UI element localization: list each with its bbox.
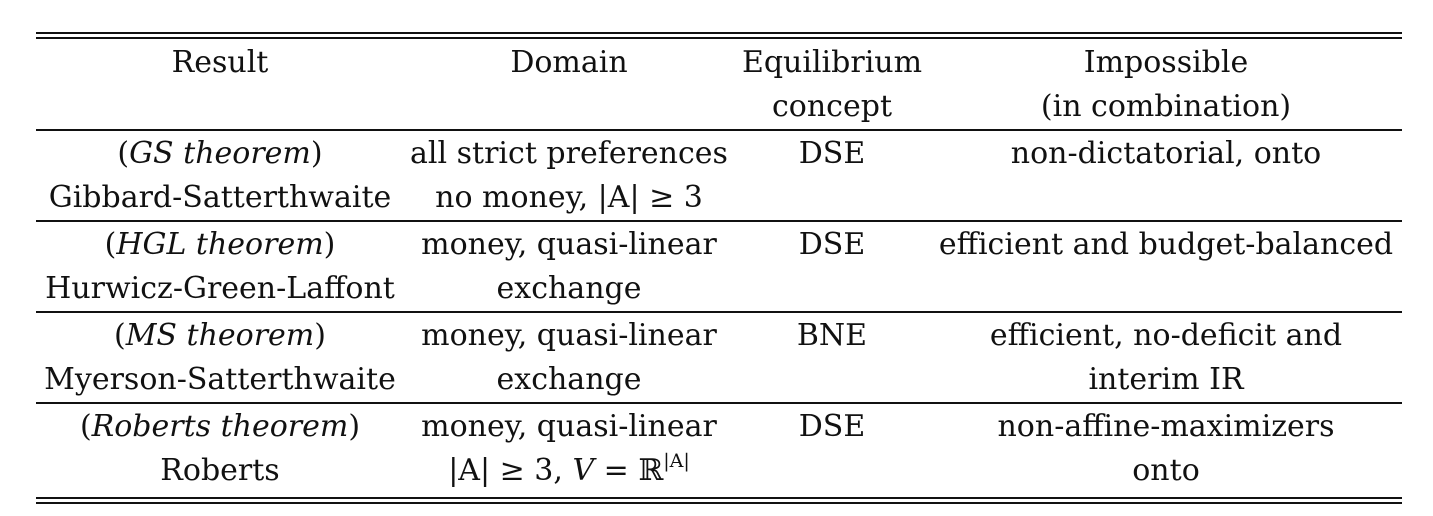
concept-cell: BNE (734, 311, 930, 358)
domain-cell: money, quasi-linear (404, 220, 734, 267)
header-row-1: Result Domain Equilibrium Impossible (36, 39, 1402, 85)
concept-cell-empty (734, 267, 930, 312)
theorem-cell: (MS theorem) (36, 311, 404, 358)
theorem-cell: (HGL theorem) (36, 220, 404, 267)
impossible-cell: efficient, no-deficit and (930, 311, 1402, 358)
table-row-roberts-line1: (Roberts theorem) money, quasi-linear DS… (36, 402, 1402, 449)
impossible-cell: efficient and budget-balanced (930, 220, 1402, 267)
domain-cell: money, quasi-linear (404, 311, 734, 358)
domain-cell-line2: exchange (496, 362, 642, 397)
domain-cell-line2: |A| ≥ 3, V = ℝ|A| (404, 449, 734, 493)
bottom-double-rule (36, 497, 1402, 504)
theorem-label: MS theorem (125, 318, 315, 353)
domain-math-prefix: |A| ≥ 3, (448, 453, 573, 488)
theorem-table-container: Result Domain Equilibrium Impossible con… (36, 32, 1402, 504)
impossible-cell-line2 (930, 176, 1402, 221)
domain-cell: all strict preferences (404, 129, 734, 176)
concept-cell: DSE (734, 129, 930, 176)
impossible-cell-line2: interim IR (1088, 362, 1244, 397)
theorem-label: HGL theorem (116, 227, 324, 262)
header-equilibrium-line2: concept (772, 89, 892, 124)
header-result-empty (36, 85, 404, 130)
table-row-hgl-line1: (HGL theorem) money, quasi-linear DSE ef… (36, 220, 1402, 267)
table-row-gs-line1: (GS theorem) all strict preferences DSE … (36, 129, 1402, 176)
table-row-gs-line2: Gibbard-Satterthwaite no money, |A| ≥ 3 (36, 176, 1402, 221)
header-result: Result (171, 45, 269, 80)
header-row-2: concept (in combination) (36, 85, 1402, 130)
concept-cell: DSE (734, 220, 930, 267)
concept-cell: DSE (734, 402, 930, 449)
header-domain-empty (404, 85, 734, 130)
impossible-cell: non-affine-maximizers (930, 402, 1402, 449)
top-double-rule (36, 32, 1402, 39)
impossible-cell-line2: onto (1132, 453, 1200, 488)
impossibility-theorems-table: Result Domain Equilibrium Impossible con… (36, 39, 1402, 493)
domain-math-superscript: |A| (663, 450, 690, 472)
concept-cell-empty (734, 176, 930, 221)
domain-cell: money, quasi-linear (404, 402, 734, 449)
header-impossible-line1: Impossible (1083, 45, 1249, 80)
concept-cell-empty (734, 358, 930, 403)
domain-math-equals: = ℝ (594, 453, 664, 488)
header-equilibrium-line1: Equilibrium (741, 45, 923, 80)
table-row-hgl-line2: Hurwicz-Green-Laffont exchange (36, 267, 1402, 312)
impossible-cell: non-dictatorial, onto (930, 129, 1402, 176)
domain-math-variable: V (572, 453, 595, 488)
table-row-ms-line2: Myerson-Satterthwaite exchange interim I… (36, 358, 1402, 403)
domain-cell-line2: no money, |A| ≥ 3 (435, 180, 703, 215)
theorem-label: Roberts theorem (91, 409, 349, 444)
table-row-ms-line1: (MS theorem) money, quasi-linear BNE eff… (36, 311, 1402, 358)
author-cell: Gibbard-Satterthwaite (48, 180, 392, 215)
author-cell: Myerson-Satterthwaite (44, 362, 396, 397)
theorem-cell: (GS theorem) (36, 129, 404, 176)
domain-cell-line2: exchange (496, 271, 642, 306)
author-cell: Hurwicz-Green-Laffont (45, 271, 395, 306)
table-row-roberts-line2: Roberts |A| ≥ 3, V = ℝ|A| onto (36, 449, 1402, 493)
theorem-label: GS theorem (129, 136, 311, 171)
header-impossible-line2: (in combination) (1040, 89, 1292, 124)
concept-cell-empty (734, 449, 930, 493)
author-cell: Roberts (160, 453, 280, 488)
header-domain: Domain (510, 45, 628, 80)
impossible-cell-line2 (930, 267, 1402, 312)
theorem-cell: (Roberts theorem) (36, 402, 404, 449)
